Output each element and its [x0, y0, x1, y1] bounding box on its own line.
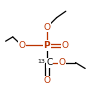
Text: P: P [44, 41, 50, 50]
Text: 13: 13 [37, 59, 45, 64]
Text: O: O [58, 58, 65, 67]
Text: O: O [61, 41, 68, 50]
Text: C: C [46, 58, 53, 67]
Text: O: O [18, 41, 25, 50]
Text: O: O [43, 23, 50, 32]
Text: O: O [43, 76, 50, 85]
